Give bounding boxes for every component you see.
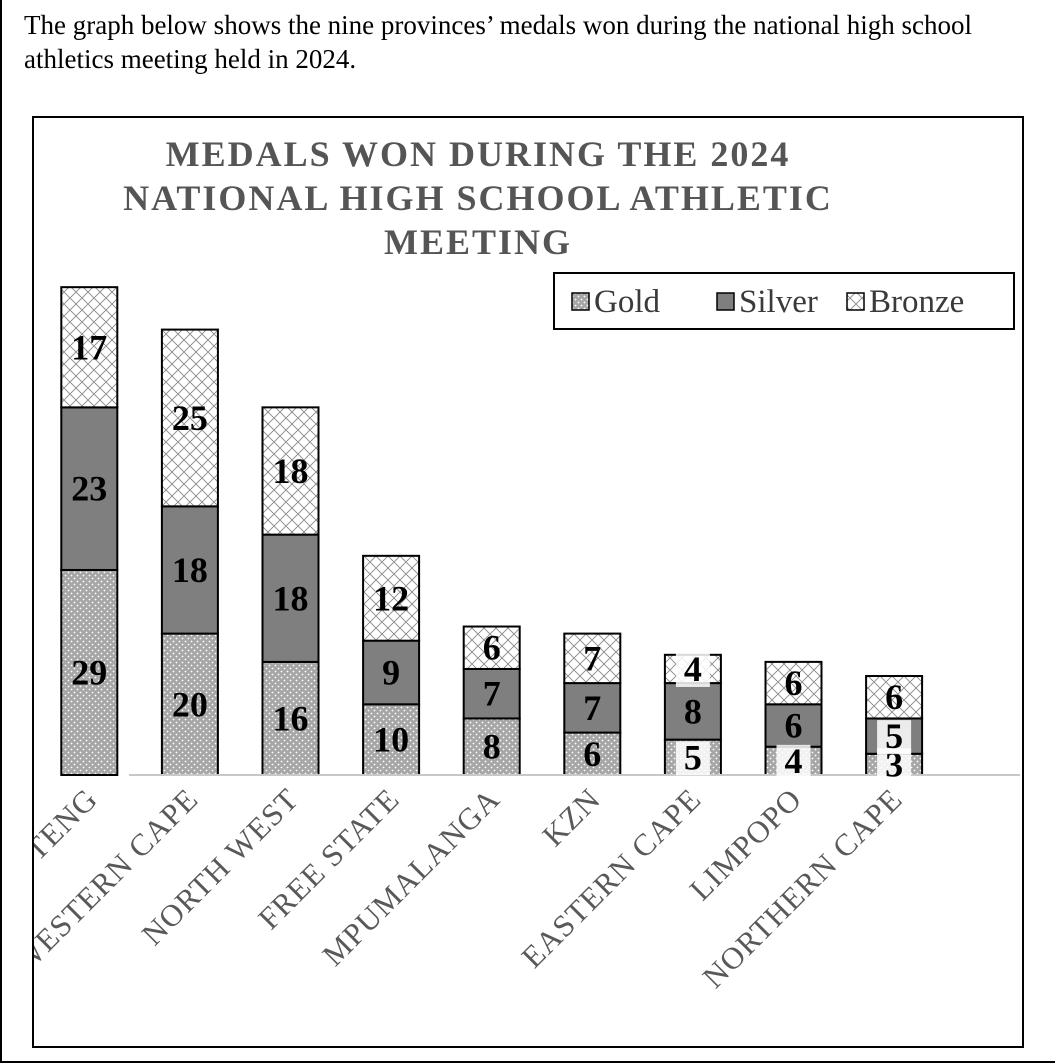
data-label-eastern-cape-silver: 8 (684, 691, 702, 731)
bar-free-state-gold (362, 703, 421, 776)
data-label-northern-cape-silver: 5 (885, 716, 903, 756)
bar-eastern-cape-silver (663, 682, 722, 741)
category-label-eastern-cape: EASTERN CAPE (514, 781, 707, 974)
category-label-kzn: KZN (535, 781, 607, 853)
bar-northern-cape-bronze (865, 675, 924, 720)
legend-box (553, 272, 1015, 330)
data-label-free-state-bronze: 12 (373, 578, 409, 618)
data-label-kzn-bronze: 7 (583, 638, 601, 678)
data-label-western-cape-silver: 18 (172, 550, 208, 590)
category-label-northern-cape: NORTHERN CAPE (696, 781, 909, 994)
legend-swatch-bronze (846, 292, 865, 311)
data-label-limpopo-gold: 4 (785, 741, 803, 781)
chart-title-line: MEDALS WON DURING THE 2024 (166, 134, 791, 174)
bar-gauteng-gold (60, 568, 119, 776)
data-label-mpumalanga-silver: 7 (483, 674, 501, 714)
intro-text: The graph below shows the nine provinces… (24, 10, 973, 74)
data-label-north-west-gold: 16 (273, 698, 309, 738)
data-label-northern-cape-bronze: 6 (885, 677, 903, 717)
data-label-free-state-silver: 9 (382, 652, 400, 692)
legend-swatch-gold (571, 292, 590, 311)
bars (60, 286, 924, 777)
data-label-eastern-cape-gold: 5 (684, 737, 702, 777)
bar-north-west-silver (261, 533, 320, 663)
bar-kzn-silver (563, 682, 622, 734)
bar-western-cape-silver (160, 505, 219, 635)
data-label-bg (776, 744, 811, 779)
bar-mpumalanga-bronze (462, 625, 521, 670)
bar-kzn-bronze (563, 632, 622, 685)
data-label-northern-cape-gold: 3 (885, 744, 903, 784)
data-label-north-west-bronze: 18 (273, 451, 309, 491)
data-label-kzn-silver: 7 (583, 688, 601, 728)
data-label-free-state-gold: 10 (373, 720, 409, 760)
legend-label-gold: Gold (594, 284, 661, 320)
data-label-mpumalanga-bronze: 6 (483, 628, 501, 668)
data-label-gauteng-bronze: 17 (71, 327, 107, 367)
data-label-kzn-gold: 6 (583, 734, 601, 774)
legend-label-bronze: Bronze (869, 284, 964, 320)
chart-frame: MEDALS WON DURING THE 2024 NATIONAL HIGH … (32, 116, 1024, 1048)
data-label-north-west-silver: 18 (273, 578, 309, 618)
chart-title-line: MEETING (384, 222, 572, 262)
chart-title-line: NATIONAL HIGH SCHOOL ATHLETIC (123, 178, 833, 218)
bar-limpopo-bronze (764, 660, 823, 706)
data-label-limpopo-bronze: 6 (785, 663, 803, 703)
bar-gauteng-bronze (60, 286, 119, 409)
bar-north-west-bronze (261, 406, 320, 536)
bar-free-state-bronze (362, 554, 421, 642)
data-label-bg (877, 720, 912, 755)
legend: Gold Silver Bronze (553, 272, 1015, 330)
data-label-limpopo-silver: 6 (785, 706, 803, 746)
bar-gauteng-silver (60, 406, 119, 571)
bar-western-cape-bronze (160, 328, 219, 508)
data-label-eastern-cape-bronze: 4 (684, 649, 702, 689)
data-label-bg (675, 741, 710, 776)
data-label-western-cape-bronze: 25 (172, 398, 208, 438)
legend-swatch-silver (716, 292, 735, 311)
data-label-gauteng-silver: 23 (71, 469, 107, 509)
data-label-mpumalanga-gold: 8 (483, 727, 501, 767)
data-label-bg (675, 652, 710, 687)
legend-label-silver: Silver (739, 284, 818, 320)
category-label-mpumalanga: MPUMALANGA (315, 781, 506, 972)
bar-free-state-silver (362, 639, 421, 706)
data-label-gauteng-gold: 29 (71, 652, 107, 692)
data-label-western-cape-gold: 20 (172, 684, 208, 724)
bar-western-cape-gold (160, 632, 219, 776)
